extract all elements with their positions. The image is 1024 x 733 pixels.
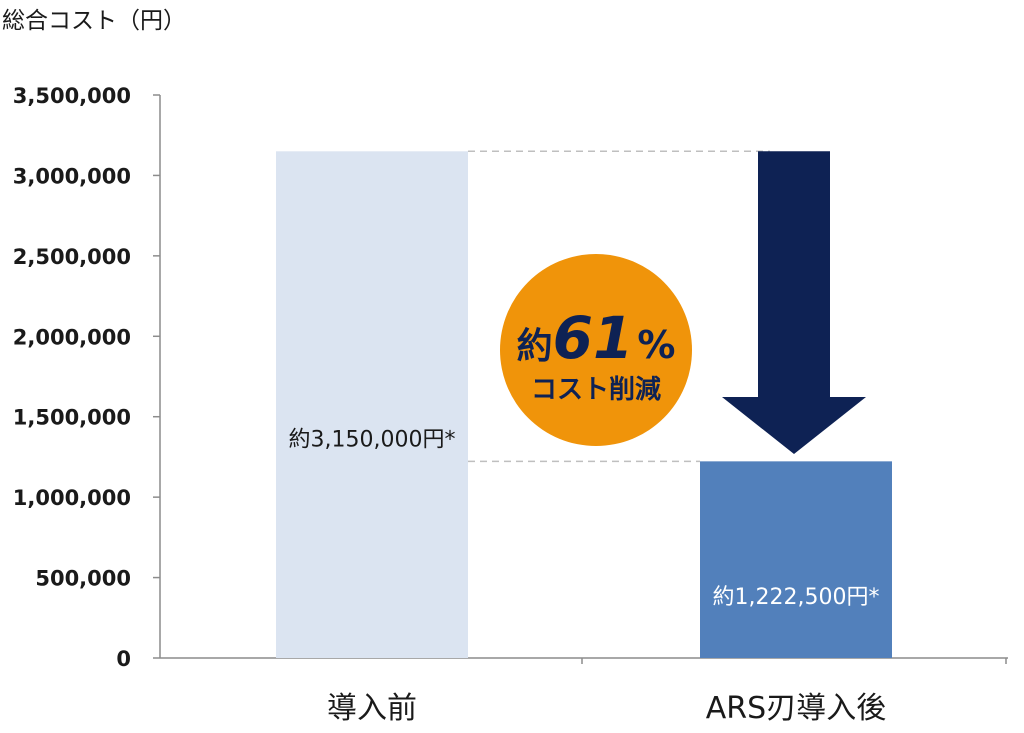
y-tick-label: 3,500,000 [13,84,131,108]
y-tick-label: 1,000,000 [13,486,131,510]
badge-percent-sign: % [637,323,675,367]
badge-subtext: コスト削減 [531,375,661,405]
y-tick-label: 0 [116,647,131,671]
y-tick-label: 2,500,000 [13,245,131,269]
y-tick-label: 1,500,000 [13,406,131,430]
bar [276,151,468,659]
y-tick-label: 3,000,000 [13,164,131,188]
badge-percent: 約61% [517,304,676,372]
y-axis-label: 総合コスト（円） [2,8,186,34]
x-category-label: ARS刃導入後 [706,691,886,726]
bar [700,461,892,658]
reference-lines [468,150,770,463]
x-category-label: 導入前 [327,691,417,726]
category-labels: 導入前 ARS刃導入後 [327,691,886,726]
bars [276,151,892,659]
badge-number: 61 [553,304,634,372]
data-labels: 約3,150,000円* 約1,222,500円* [289,427,880,610]
y-tick-label: 500,000 [35,567,131,591]
data-label-after: 約1,222,500円* [713,585,880,610]
reduction-badge: 約61% コスト削減 [500,254,692,446]
reduction-arrow [722,151,866,455]
y-tick-label: 2,000,000 [13,325,131,349]
badge-circle [500,254,692,446]
y-axis-ticks: 0 500,000 1,000,000 1,500,000 2,000,000 2,500… [13,84,160,671]
arrow-shape [722,151,866,455]
badge-prefix: 約 [517,326,553,367]
data-label-before: 約3,150,000円* [289,427,456,452]
